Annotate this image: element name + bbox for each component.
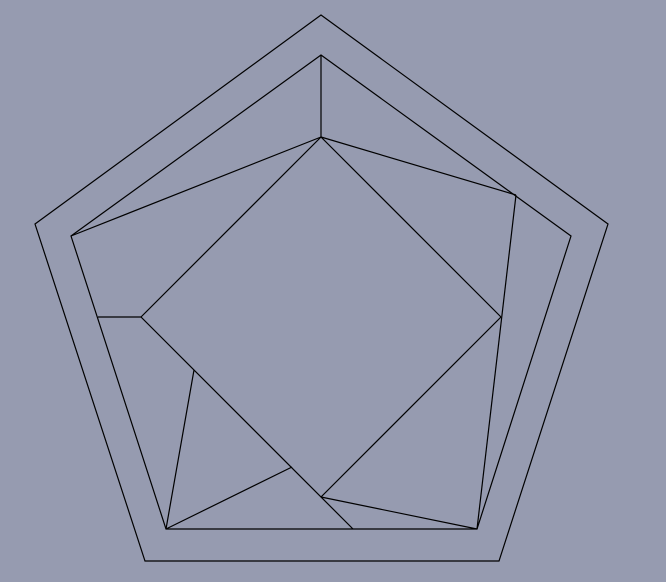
square-edge-1 [320,136,502,318]
edge-b [320,136,517,196]
lower-right-edge [320,496,478,530]
square-edge-4 [140,316,354,530]
square-edge-3 [320,316,502,498]
lower-left-edge-1 [165,369,195,530]
lower-left-edge-2 [165,466,293,530]
outer-pentagon [34,14,609,562]
inner-pentagon [70,54,572,530]
square-edge-2 [140,136,322,318]
edge-a [70,136,322,237]
edge-c [476,194,517,530]
